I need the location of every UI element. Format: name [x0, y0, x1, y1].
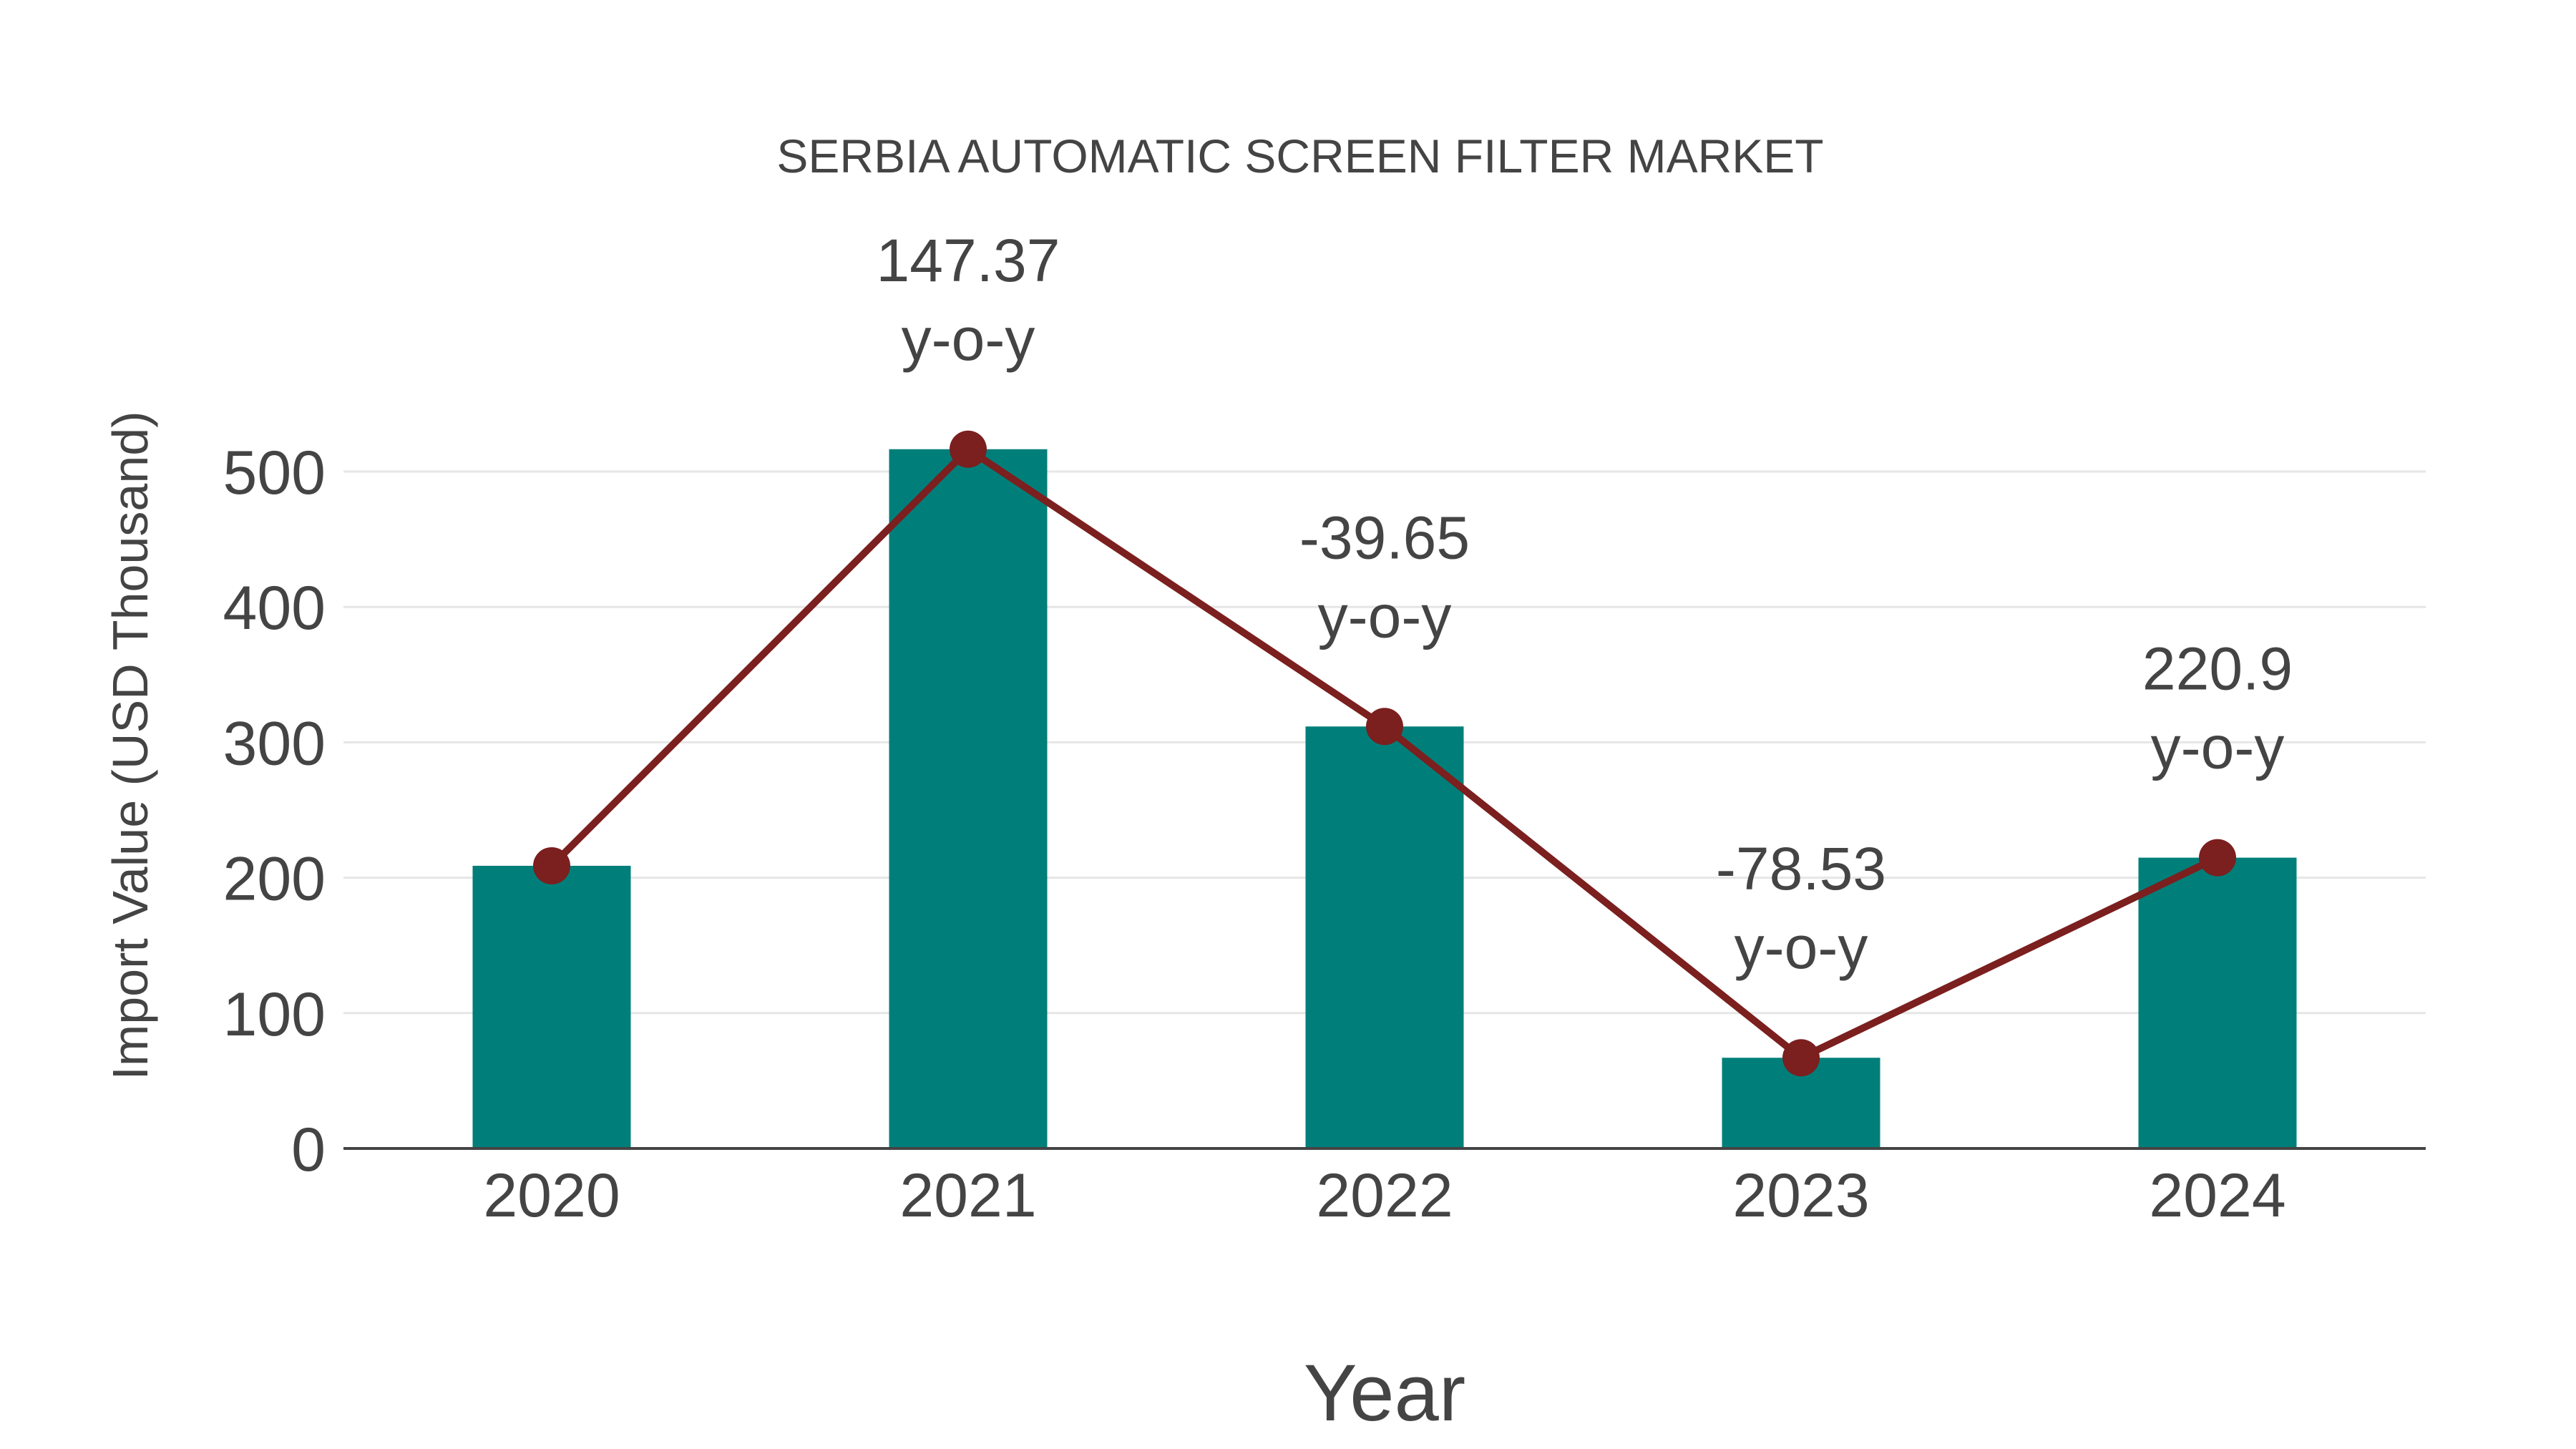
bar-2024: [2138, 857, 2297, 1148]
trend-marker-2024: [2199, 839, 2236, 877]
bar-2020: [472, 865, 631, 1148]
x-tick-label-2021: 2021: [899, 1161, 1036, 1230]
x-tick-label-2023: 2023: [1732, 1161, 1869, 1230]
y-tick-label: 200: [223, 845, 326, 914]
line-series: [533, 430, 2236, 1077]
x-tick-label-2022: 2022: [1316, 1161, 1453, 1230]
trend-marker-2020: [533, 847, 570, 884]
trend-marker-2023: [1782, 1039, 1820, 1077]
bar-2022: [1305, 726, 1464, 1148]
yoy-suffix-2022: y-o-y: [1318, 582, 1452, 650]
yoy-value-2021: 147.37: [877, 227, 1060, 294]
yoy-value-2024: 220.9: [2142, 635, 2293, 703]
y-tick-label: 0: [291, 1116, 326, 1184]
y-tick-label: 300: [223, 709, 326, 778]
y-tick-label: 400: [223, 574, 326, 643]
yoy-value-2023: -78.53: [1716, 835, 1886, 902]
y-axis-title: Import Value (USD Thousand): [102, 411, 158, 1080]
x-tick-label-2024: 2024: [2149, 1161, 2285, 1230]
yoy-suffix-2021: y-o-y: [902, 306, 1035, 373]
trend-marker-2022: [1366, 708, 1403, 746]
yoy-suffix-2023: y-o-y: [1735, 914, 1868, 981]
x-tick-label-2020: 2020: [483, 1161, 620, 1230]
trend-marker-2021: [950, 430, 987, 468]
bar-2021: [889, 449, 1048, 1148]
x-tick-labels: 2020 2021 2022 2023 2024: [483, 1161, 2285, 1230]
y-tick-labels: 0 100 200 300 400 500: [223, 439, 326, 1184]
chart-title: SERBIA AUTOMATIC SCREEN FILTER MARKET: [776, 130, 1823, 182]
bar-series: [472, 449, 2297, 1148]
y-tick-label: 100: [223, 980, 326, 1049]
yoy-suffix-2024: y-o-y: [2151, 714, 2285, 781]
yoy-annotations: 147.37 y-o-y -39.65 y-o-y -78.53 y-o-y 220.9 y-…: [877, 227, 2293, 981]
yoy-value-2022: -39.65: [1299, 504, 1470, 571]
y-tick-label: 500: [223, 439, 326, 507]
x-axis-title: Year: [1304, 1348, 1465, 1438]
